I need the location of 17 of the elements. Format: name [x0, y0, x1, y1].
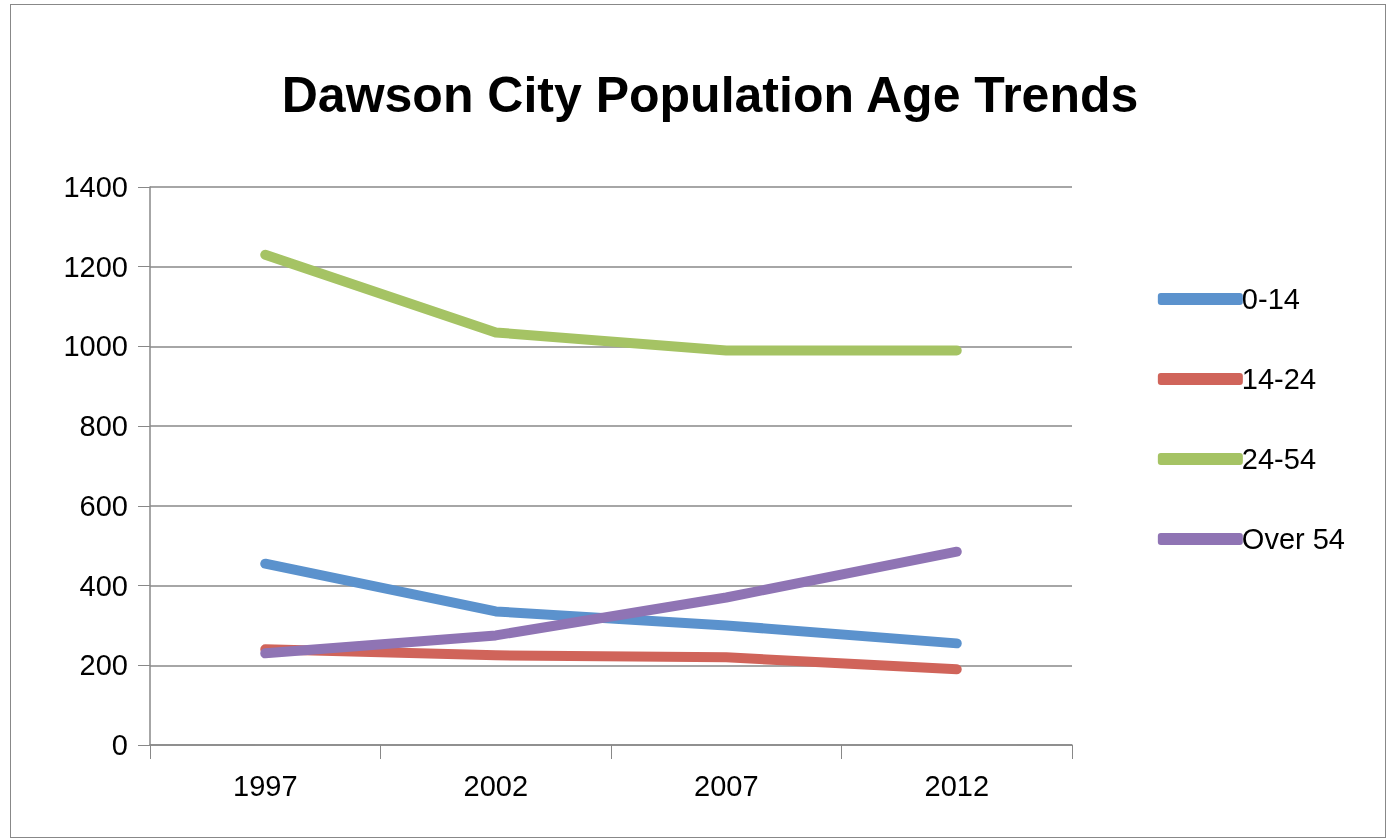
y-tick-label: 0: [111, 729, 128, 761]
x-tick-label: 2007: [693, 769, 759, 802]
legend-label: 14-24: [1241, 363, 1317, 395]
y-tick-label: 1200: [63, 250, 128, 283]
chart-title: Dawson City Population Age Trends: [281, 67, 1139, 123]
x-tick-label: 2012: [924, 769, 990, 802]
legend-label: Over 54: [1241, 523, 1346, 555]
y-tick-label: 400: [79, 569, 128, 602]
y-tick-label: 800: [79, 410, 128, 443]
legend-label: 0-14: [1241, 283, 1300, 315]
y-tick-label: 200: [79, 649, 128, 682]
x-tick-label: 2002: [463, 769, 529, 802]
y-tick-label: 1400: [63, 171, 128, 203]
x-tick-label: 1997: [232, 769, 298, 802]
y-tick-label: 1000: [63, 330, 128, 363]
y-tick-label: 600: [79, 489, 128, 522]
legend-label: 24-54: [1241, 443, 1317, 475]
